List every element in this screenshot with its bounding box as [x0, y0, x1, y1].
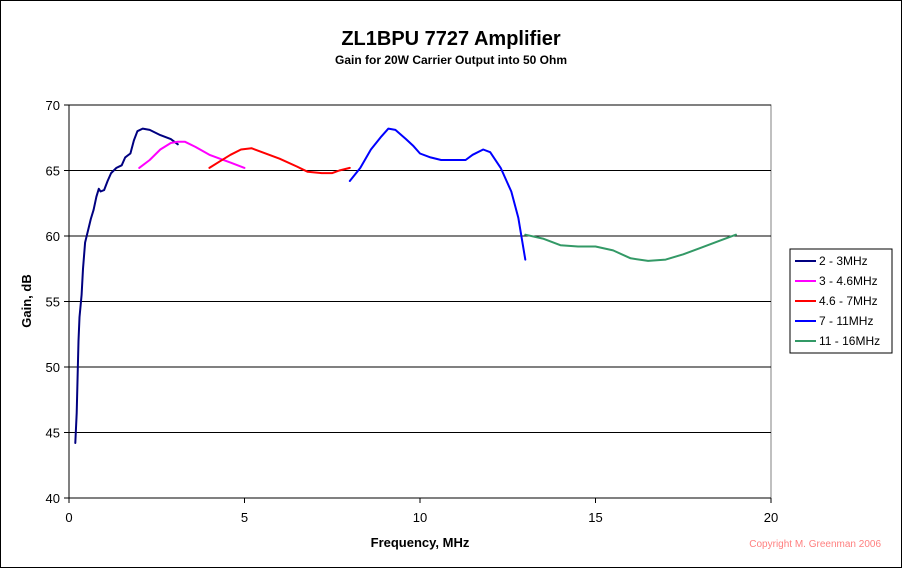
y-tick-label: 55: [46, 295, 60, 310]
y-tick-label: 65: [46, 164, 60, 179]
legend-label-3: 4.6 - 7MHz: [819, 294, 878, 308]
copyright-text: Copyright M. Greenman 2006: [749, 539, 881, 550]
series-line-3: [208, 147, 351, 175]
axes: [64, 104, 772, 503]
x-tick-label: 15: [588, 510, 602, 525]
chart-title: ZL1BPU 7727 Amplifier: [341, 28, 561, 50]
y-tick-label: 45: [46, 426, 60, 441]
chart-subtitle: Gain for 20W Carrier Output into 50 Ohm: [335, 53, 567, 67]
series-lines: [74, 127, 737, 444]
x-axis-title: Frequency, MHz: [371, 535, 470, 550]
legend-label-2: 3 - 4.6MHz: [819, 274, 878, 288]
x-tick-label: 10: [413, 510, 427, 525]
series-line-5: [524, 233, 737, 262]
tick-labels: 40 45 50 55 60 65 70 0 5 10 15 20: [46, 98, 779, 525]
series-line-4: [348, 127, 527, 261]
gridlines: [69, 104, 771, 433]
y-tick-label: 70: [46, 98, 60, 113]
y-axis-title: Gain, dB: [19, 274, 34, 327]
x-tick-label: 0: [65, 510, 72, 525]
y-tick-label: 40: [46, 491, 60, 506]
series-line-1: [74, 127, 179, 444]
legend: 2 - 3MHz 3 - 4.6MHz 4.6 - 7MHz 7 - 11MHz 11 …: [789, 248, 893, 354]
legend-label-4: 7 - 11MHz: [819, 314, 873, 328]
y-tick-label: 50: [46, 360, 60, 375]
legend-label-1: 2 - 3MHz: [819, 254, 868, 268]
legend-label-5: 11 - 16MHz: [819, 334, 880, 348]
x-tick-label: 5: [241, 510, 248, 525]
y-tick-label: 60: [46, 229, 60, 244]
x-tick-label: 20: [764, 510, 778, 525]
